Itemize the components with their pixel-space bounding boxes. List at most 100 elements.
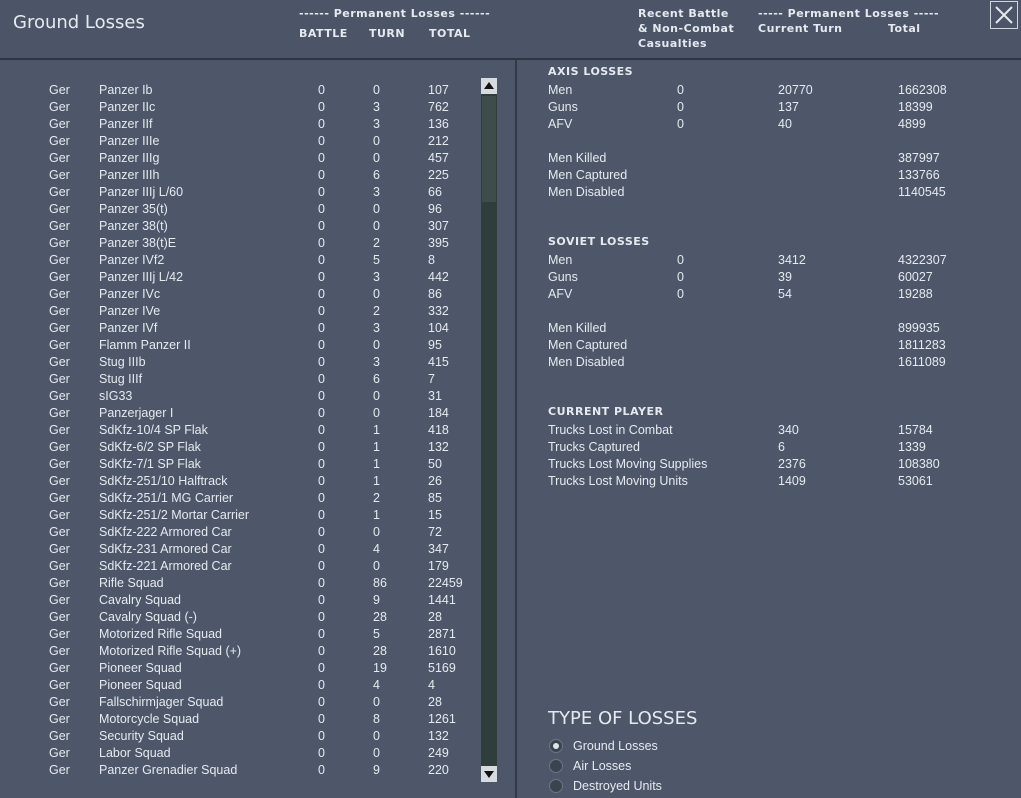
- loss-label: Trucks Lost Moving Units: [548, 474, 688, 488]
- unit-number: 3: [373, 321, 380, 335]
- unit-cell: Panzer IIf: [99, 117, 153, 131]
- unit-cell: Panzer IIIg: [99, 151, 160, 165]
- unit-cell: Motorcycle Squad: [99, 712, 200, 726]
- unit-number: 0: [318, 168, 325, 182]
- unit-cell: SdKfz-251/1 MG Carrier: [99, 491, 234, 505]
- unit-number: 0: [373, 746, 380, 760]
- radio-label[interactable]: Ground Losses: [573, 739, 658, 753]
- column-header: & Non-Combat: [638, 22, 735, 35]
- unit-number: 0: [318, 321, 325, 335]
- unit-number: 0: [373, 83, 380, 97]
- unit-number: 442: [428, 270, 449, 284]
- radio-button[interactable]: [549, 739, 563, 753]
- unit-number: 95: [428, 338, 442, 352]
- loss-number: 60027: [898, 270, 933, 284]
- scrollbar[interactable]: [481, 78, 497, 782]
- unit-number: 22459: [428, 576, 463, 590]
- unit-number: 28: [428, 695, 442, 709]
- unit-number: 0: [318, 100, 325, 114]
- unit-number: 5: [373, 627, 380, 641]
- unit-number: 0: [318, 542, 325, 556]
- unit-cell: Ger: [49, 763, 70, 777]
- unit-cell: Ger: [49, 304, 70, 318]
- loss-number: 53061: [898, 474, 933, 488]
- unit-cell: Ger: [49, 610, 70, 624]
- unit-number: 2: [373, 236, 380, 250]
- unit-number: 4: [373, 542, 380, 556]
- unit-cell: Ger: [49, 678, 70, 692]
- loss-label: Guns: [548, 100, 578, 114]
- unit-number: 0: [318, 593, 325, 607]
- unit-cell: Rifle Squad: [99, 576, 164, 590]
- unit-number: 1610: [428, 644, 456, 658]
- unit-cell: Ger: [49, 474, 70, 488]
- unit-cell: Ger: [49, 559, 70, 573]
- unit-cell: Panzer IVf: [99, 321, 158, 335]
- unit-cell: Stug IIIb: [99, 355, 146, 369]
- unit-number: 762: [428, 100, 449, 114]
- column-header: Recent Battle: [638, 7, 729, 20]
- unit-cell: Ger: [49, 389, 70, 403]
- loss-number: 137: [778, 100, 799, 114]
- close-button[interactable]: [990, 1, 1018, 29]
- unit-cell: Ger: [49, 236, 70, 250]
- unit-cell: sIG33: [99, 389, 133, 403]
- unit-number: 418: [428, 423, 449, 437]
- radio-label[interactable]: Air Losses: [573, 759, 632, 773]
- loss-number: 4322307: [898, 253, 947, 267]
- loss-label: Men Captured: [548, 338, 628, 352]
- unit-number: 0: [318, 610, 325, 624]
- unit-cell: Ger: [49, 270, 70, 284]
- unit-number: 1: [373, 508, 380, 522]
- column-header: Total: [888, 22, 921, 35]
- unit-number: 307: [428, 219, 449, 233]
- unit-number: 0: [318, 559, 325, 573]
- section-title: TYPE OF LOSSES: [548, 708, 698, 729]
- unit-number: 4: [373, 678, 380, 692]
- loss-number: 19288: [898, 287, 933, 301]
- scroll-down[interactable]: [481, 766, 497, 782]
- unit-number: 0: [318, 457, 325, 471]
- unit-number: 7: [428, 372, 435, 386]
- loss-label: Trucks Lost Moving Supplies: [548, 457, 708, 471]
- loss-number: 108380: [898, 457, 940, 471]
- unit-number: 86: [428, 287, 442, 301]
- radio-button[interactable]: [549, 759, 563, 773]
- loss-number: 2376: [778, 457, 806, 471]
- scroll-thumb[interactable]: [482, 96, 496, 202]
- loss-number: 6: [778, 440, 785, 454]
- loss-number: 0: [677, 253, 684, 267]
- unit-number: 347: [428, 542, 449, 556]
- unit-cell: SdKfz-251/2 Mortar Carrier: [99, 508, 250, 522]
- unit-number: 0: [318, 270, 325, 284]
- arrow-icon: [484, 771, 494, 778]
- unit-number: 0: [373, 202, 380, 216]
- unit-number: 28: [373, 610, 387, 624]
- unit-cell: Panzerjager I: [99, 406, 174, 420]
- loss-number: 1611089: [898, 355, 946, 369]
- loss-number: 39: [778, 270, 792, 284]
- loss-number: 1339: [898, 440, 926, 454]
- loss-label: Guns: [548, 270, 578, 284]
- header-band: [0, 0, 1021, 60]
- radio-button[interactable]: [549, 779, 563, 793]
- unit-cell: SdKfz-221 Armored Car: [99, 559, 232, 573]
- unit-cell: Ger: [49, 542, 70, 556]
- loss-label: Men Disabled: [548, 185, 625, 199]
- unit-number: 0: [318, 287, 325, 301]
- unit-number: 0: [373, 338, 380, 352]
- unit-number: 0: [318, 134, 325, 148]
- unit-cell: Ger: [49, 287, 70, 301]
- radio-label[interactable]: Destroyed Units: [573, 779, 662, 793]
- unit-cell: Ger: [49, 746, 70, 760]
- unit-number: 225: [428, 168, 449, 182]
- unit-cell: Panzer IVf2: [99, 253, 165, 267]
- column-header: Casualties: [638, 37, 708, 50]
- divider: [515, 60, 517, 798]
- loss-number: 40: [778, 117, 792, 131]
- unit-number: 1261: [428, 712, 456, 726]
- unit-cell: Panzer IIIh: [99, 168, 160, 182]
- unit-cell: Ger: [49, 372, 70, 386]
- scroll-up[interactable]: [481, 78, 497, 94]
